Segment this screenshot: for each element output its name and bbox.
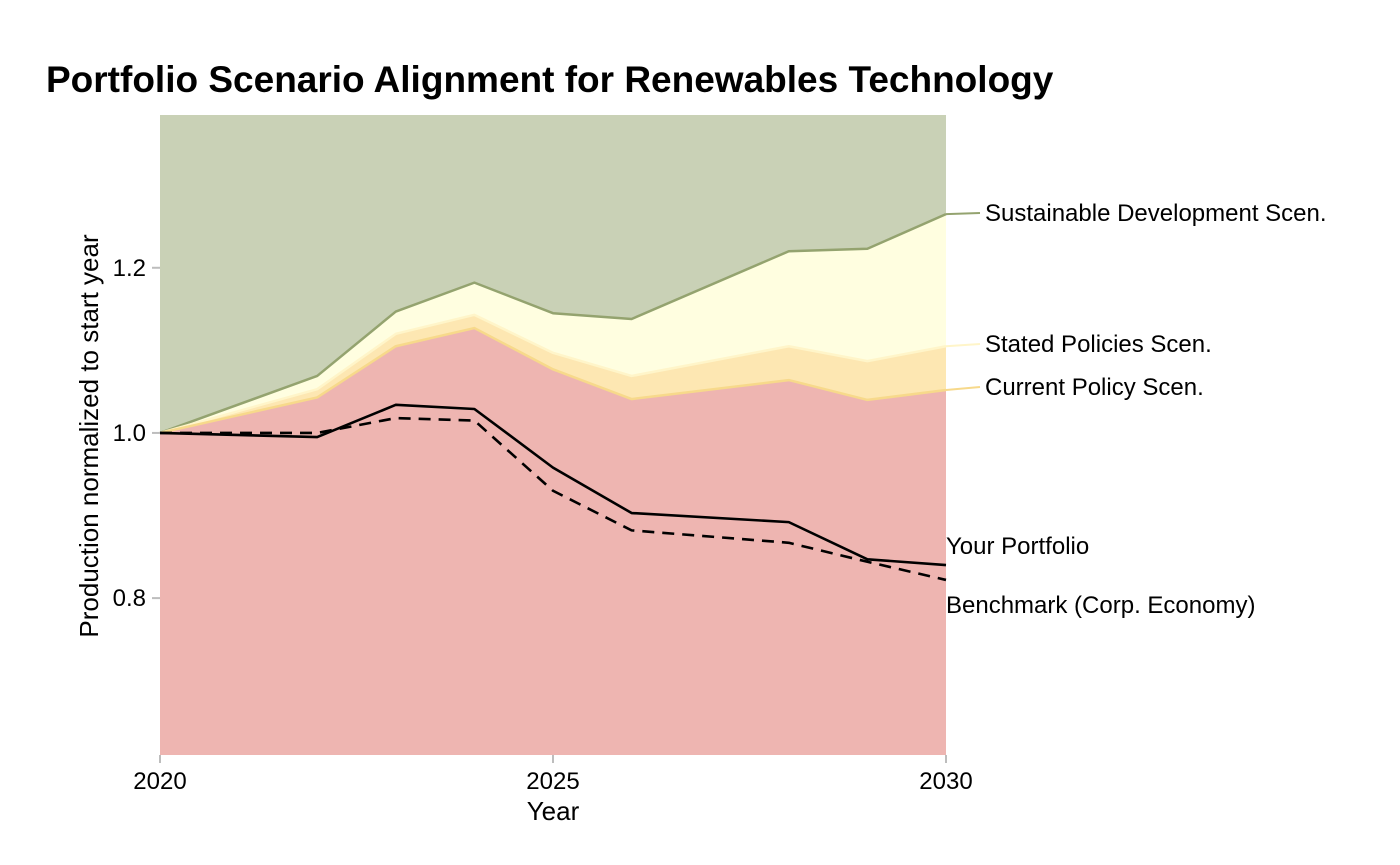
line-your-portfolio xyxy=(159,403,947,567)
x-axis-title: Year xyxy=(527,796,580,826)
y-tick-label: 1.0 xyxy=(113,420,146,447)
line-current-policy-scen xyxy=(159,326,947,435)
label-benchmark-corp-economy: Benchmark (Corp. Economy) xyxy=(946,592,1255,619)
x-tick-label: 2025 xyxy=(526,768,579,795)
label-your-portfolio: Your Portfolio xyxy=(946,533,1089,560)
label-current-policy-scen: Current Policy Scen. xyxy=(985,374,1204,401)
y-tick-label: 0.8 xyxy=(113,585,146,612)
leader-stated-policies-scen xyxy=(945,343,981,348)
y-tick-label: 1.2 xyxy=(113,255,146,282)
band-below-current xyxy=(160,328,946,755)
label-sustainable-development-scen: Sustainable Development Scen. xyxy=(985,200,1327,227)
band-current-to-stated xyxy=(160,314,946,433)
x-tick-label: 2020 xyxy=(133,768,186,795)
label-stated-policies-scen: Stated Policies Scen. xyxy=(985,331,1212,358)
y-axis-title: Production normalized to start year xyxy=(74,234,104,638)
line-stated-policies-scen xyxy=(159,313,947,435)
plot-area xyxy=(160,115,946,755)
line-benchmark-corp-economy xyxy=(160,416,947,582)
chart-title: Portfolio Scenario Alignment for Renewab… xyxy=(46,59,1054,100)
x-tick-label: 2030 xyxy=(919,768,972,795)
leader-sustainable-development-scen xyxy=(945,212,981,216)
line-sustainable-development-scen xyxy=(159,212,947,435)
axes: 2020 2025 2030 0.8 1.0 1.2 xyxy=(113,255,973,795)
lines-layer xyxy=(159,212,947,582)
series-labels: Sustainable Development Scen. Stated Poli… xyxy=(945,200,1327,619)
leader-current-policy-scen xyxy=(945,386,981,391)
